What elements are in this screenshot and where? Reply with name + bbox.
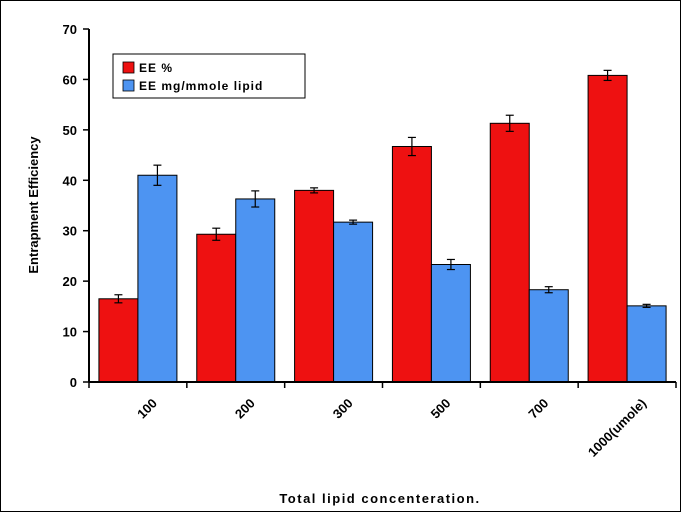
error-bar (407, 136, 416, 157)
error-bars-layer (114, 69, 651, 308)
legend-swatch-ee-percent (122, 61, 135, 74)
error-bar (349, 219, 358, 225)
y-tick-label: 70 (63, 22, 77, 37)
bar-ee-mg-200 (235, 198, 276, 383)
bar-ee-mg-1000umole (626, 305, 667, 383)
error-bar (505, 114, 514, 132)
bar-ee-percent-500 (391, 145, 432, 383)
error-bar (603, 69, 612, 82)
y-tick-label: 60 (63, 72, 77, 87)
x-axis-title: Total lipid concenteration. (279, 491, 480, 506)
error-bar (153, 164, 162, 186)
y-tick-label: 40 (63, 173, 77, 188)
y-tick-label: 0 (70, 375, 77, 390)
legend: EE % EE mg/mmole lipid (112, 53, 306, 99)
error-bar (310, 187, 319, 194)
legend-label-ee-mg: EE mg/mmole lipid (139, 79, 263, 93)
bars-layer (98, 74, 667, 383)
bar-ee-percent-200 (196, 233, 237, 383)
bar-ee-mg-300 (333, 221, 374, 383)
y-tick-label: 20 (63, 274, 77, 289)
y-ticks-layer: 0 10 20 30 40 50 60 70 (63, 22, 89, 390)
y-tick-label: 10 (63, 325, 77, 340)
legend-label-ee-percent: EE % (139, 61, 173, 75)
error-bar (251, 190, 260, 208)
bar-ee-mg-500 (430, 264, 471, 383)
bar-ee-percent-300 (294, 189, 335, 383)
y-tick-label: 30 (63, 224, 77, 239)
bar-ee-percent-700 (489, 122, 530, 383)
bar-ee-percent-100 (98, 298, 139, 383)
y-tick-label: 50 (63, 123, 77, 138)
error-bar (642, 303, 651, 308)
error-bar (544, 286, 553, 294)
error-bar (446, 258, 455, 271)
bar-ee-mg-100 (137, 174, 178, 383)
legend-box (112, 53, 306, 99)
error-bar (114, 294, 123, 304)
bar-ee-mg-700 (528, 289, 569, 383)
legend-swatch-ee-mg (122, 79, 135, 92)
error-bar (212, 227, 221, 241)
y-axis-title: Entrapment Efficiency (26, 136, 41, 274)
bar-ee-percent-1000umole (587, 74, 628, 383)
